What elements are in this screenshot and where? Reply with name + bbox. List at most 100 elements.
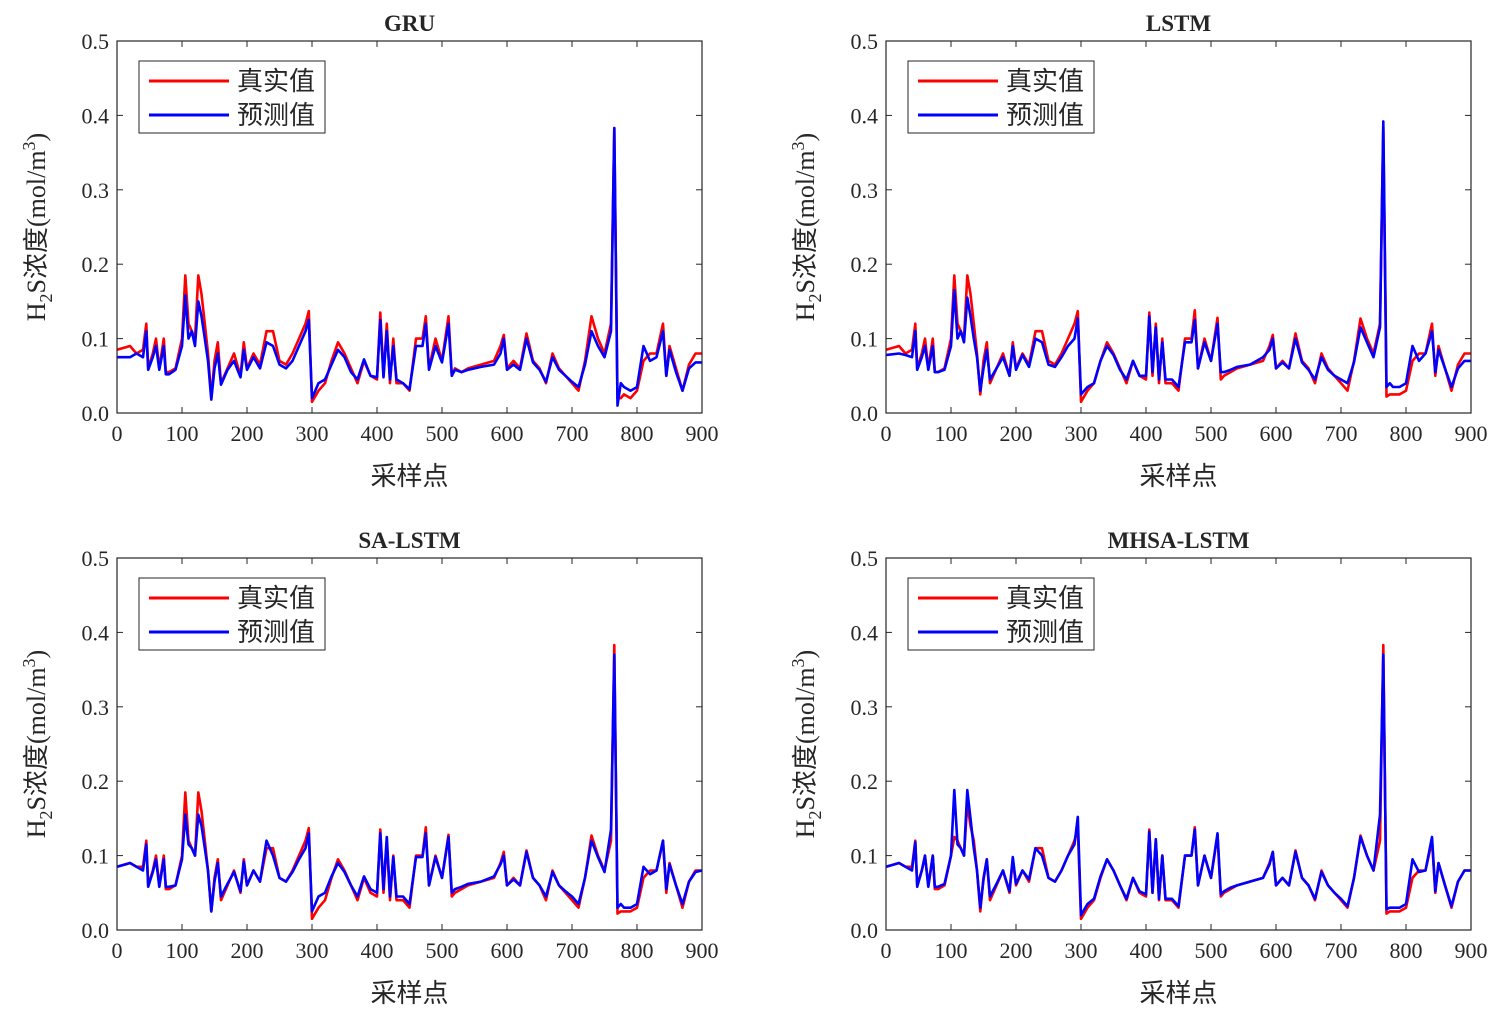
axes-box (885, 40, 1472, 414)
x-tick-label: 900 (1455, 938, 1488, 963)
x-tick-label: 300 (296, 421, 329, 446)
series-line-predicted (117, 126, 702, 407)
y-axis-label: H2S浓度(mol/m3) (19, 133, 56, 321)
axes-box (885, 557, 1472, 931)
chart-panel-2: LSTM 0 100 200 300 400 500 600 700 800 900 0.0 0.1 0.… (788, 11, 1488, 491)
x-tick-label: 600 (1260, 938, 1293, 963)
x-tick-label: 900 (686, 421, 719, 446)
y-tick-label: 0.4 (851, 620, 879, 645)
x-axis-label: 采样点 (370, 462, 448, 491)
x-tick-label: 900 (686, 938, 719, 963)
x-tick-label: 800 (1390, 938, 1423, 963)
x-tick-label: 500 (426, 421, 459, 446)
x-tick-label: 300 (1065, 938, 1098, 963)
series-line-predicted (885, 653, 1471, 917)
x-axis-label: 采样点 (370, 979, 448, 1008)
x-tick-label: 500 (426, 938, 459, 963)
y-tick-label: 0.1 (82, 327, 110, 352)
x-tick-label: 600 (1260, 421, 1293, 446)
y-tick-label: 0.4 (82, 103, 110, 128)
x-tick-label: 700 (556, 938, 589, 963)
legend-label-actual: 真实值 (1006, 584, 1084, 613)
y-tick-label: 0.5 (82, 29, 110, 54)
chart-panel-4: MHSA-LSTM 0 100 200 300 400 500 600 700 800 900 0.0… (788, 528, 1488, 1008)
x-tick-label: 0 (112, 938, 123, 963)
y-tick-label: 0.3 (851, 178, 879, 203)
x-tick-label: 400 (1130, 938, 1163, 963)
x-tick-label: 100 (166, 938, 199, 963)
x-tick-label: 700 (1325, 421, 1358, 446)
y-tick-label: 0.0 (82, 918, 110, 943)
x-tick-label: 100 (166, 421, 199, 446)
y-tick-label: 0.3 (82, 178, 110, 203)
x-tick-label: 600 (491, 938, 524, 963)
x-tick-label: 500 (1195, 421, 1228, 446)
y-tick-label: 0.5 (851, 546, 879, 571)
y-tick-label: 0.5 (851, 29, 879, 54)
y-tick-label: 0.2 (82, 252, 110, 277)
legend-label-predicted: 预测值 (237, 618, 315, 647)
x-tick-label: 600 (491, 421, 524, 446)
series-line-predicted (116, 653, 703, 913)
legend-box (138, 60, 326, 134)
x-tick-label: 100 (935, 421, 968, 446)
y-axis-label: H2S浓度(mol/m3) (19, 650, 56, 838)
x-tick-label: 200 (1000, 421, 1033, 446)
x-tick-label: 700 (1325, 938, 1358, 963)
x-tick-label: 800 (621, 938, 654, 963)
x-tick-label: 0 (881, 421, 892, 446)
y-axis-label: H2S浓度(mol/m3) (788, 650, 825, 838)
y-tick-label: 0.3 (82, 695, 110, 720)
x-tick-label: 0 (881, 938, 892, 963)
legend-label-actual: 真实值 (1006, 67, 1084, 96)
y-tick-label: 0.2 (851, 769, 879, 794)
x-tick-label: 800 (1390, 421, 1423, 446)
legend-box (138, 577, 326, 651)
legend-label-actual: 真实值 (237, 584, 315, 613)
x-tick-label: 400 (1130, 421, 1163, 446)
x-tick-label: 400 (361, 421, 394, 446)
x-axis-label: 采样点 (1139, 979, 1217, 1008)
legend-label-actual: 真实值 (237, 67, 315, 96)
chart-title: LSTM (1146, 11, 1211, 36)
y-tick-label: 0.0 (851, 401, 879, 426)
legend-label-predicted: 预测值 (237, 101, 315, 130)
x-tick-label: 700 (556, 421, 589, 446)
legend-box (907, 577, 1095, 651)
x-tick-label: 500 (1195, 938, 1228, 963)
y-tick-label: 0.4 (82, 620, 110, 645)
legend-label-predicted: 预测值 (1006, 618, 1084, 647)
chart-title: MHSA-LSTM (1108, 528, 1250, 553)
x-tick-label: 200 (231, 421, 264, 446)
x-tick-label: 200 (1000, 938, 1033, 963)
x-axis-label: 采样点 (1139, 462, 1217, 491)
y-tick-label: 0.3 (851, 695, 879, 720)
y-tick-label: 0.5 (82, 546, 110, 571)
y-tick-label: 0.1 (851, 327, 879, 352)
x-tick-label: 300 (1065, 421, 1098, 446)
y-tick-label: 0.1 (82, 844, 110, 869)
x-tick-label: 900 (1455, 421, 1488, 446)
x-tick-label: 100 (935, 938, 968, 963)
y-tick-label: 0.0 (851, 918, 879, 943)
y-tick-label: 0.0 (82, 401, 110, 426)
y-axis-label: H2S浓度(mol/m3) (788, 133, 825, 321)
axes-box (116, 557, 703, 931)
legend-label-predicted: 预测值 (1006, 101, 1084, 130)
x-tick-label: 300 (296, 938, 329, 963)
y-tick-label: 0.2 (82, 769, 110, 794)
chart-panel-3: SA-LSTM 0 100 200 300 400 500 600 700 800 900 0.0 0.… (19, 528, 719, 1008)
y-tick-label: 0.4 (851, 103, 879, 128)
y-tick-label: 0.1 (851, 844, 879, 869)
x-tick-label: 400 (361, 938, 394, 963)
chart-panel-1: GRU 0 100 200 300 400 500 600 700 800 900 0.0 0.1 0.2… (19, 11, 719, 491)
y-tick-label: 0.2 (851, 252, 879, 277)
chart-title: SA-LSTM (358, 528, 461, 553)
legend-box (907, 60, 1095, 134)
x-tick-label: 200 (231, 938, 264, 963)
